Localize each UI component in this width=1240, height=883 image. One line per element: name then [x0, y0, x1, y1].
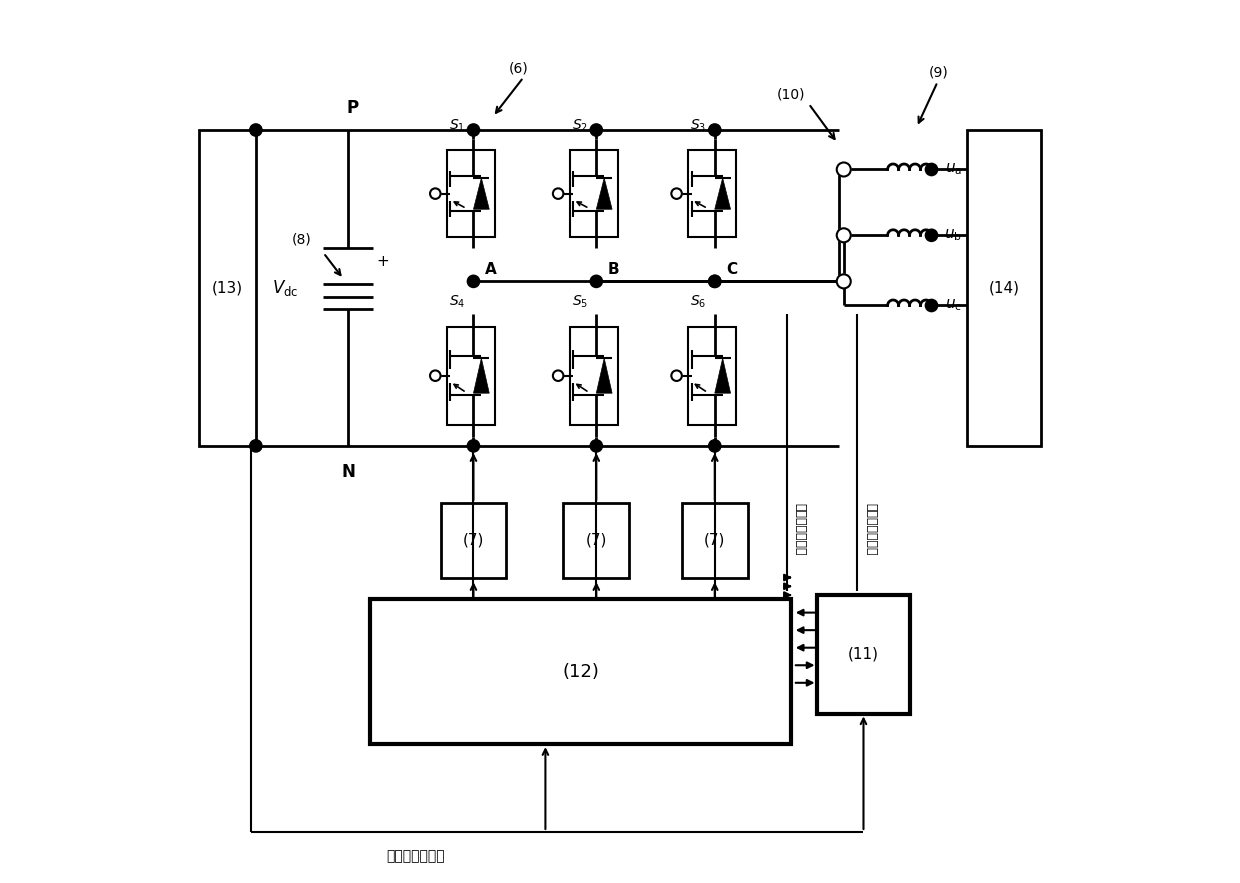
- Circle shape: [671, 188, 682, 199]
- Polygon shape: [474, 358, 490, 393]
- Circle shape: [708, 275, 720, 288]
- Polygon shape: [596, 358, 613, 393]
- Bar: [688, 150, 737, 238]
- Circle shape: [925, 230, 937, 241]
- Text: (9): (9): [929, 66, 949, 80]
- Text: $u_{\rm c}$: $u_{\rm c}$: [945, 298, 962, 313]
- Polygon shape: [596, 178, 613, 209]
- Circle shape: [925, 163, 937, 176]
- Circle shape: [837, 162, 851, 177]
- Circle shape: [925, 299, 937, 312]
- Circle shape: [708, 275, 720, 288]
- Circle shape: [708, 440, 720, 452]
- Text: $S_2$: $S_2$: [572, 118, 588, 134]
- Text: P: P: [346, 99, 358, 117]
- Circle shape: [837, 275, 851, 289]
- Circle shape: [837, 229, 851, 242]
- Bar: [198, 130, 255, 446]
- Text: (8): (8): [291, 233, 311, 246]
- Text: (10): (10): [776, 88, 805, 102]
- Polygon shape: [714, 178, 730, 209]
- Polygon shape: [714, 358, 730, 393]
- Text: (11): (11): [848, 646, 879, 661]
- Text: (13): (13): [212, 281, 243, 296]
- Circle shape: [249, 440, 262, 452]
- Circle shape: [553, 371, 563, 381]
- Circle shape: [590, 275, 603, 288]
- Circle shape: [430, 188, 440, 199]
- Text: A: A: [485, 262, 497, 277]
- Circle shape: [430, 371, 440, 381]
- Circle shape: [671, 371, 682, 381]
- Text: $V_{\rm dc}$: $V_{\rm dc}$: [272, 278, 298, 298]
- Bar: [688, 327, 737, 425]
- Circle shape: [467, 124, 480, 136]
- Text: $u_{\rm b}$: $u_{\rm b}$: [945, 228, 962, 243]
- Text: C: C: [727, 262, 738, 277]
- Bar: [569, 150, 618, 238]
- Text: (14): (14): [988, 281, 1019, 296]
- Bar: [817, 595, 910, 713]
- Bar: [682, 503, 748, 577]
- Bar: [440, 503, 506, 577]
- Circle shape: [590, 440, 603, 452]
- Text: (7): (7): [704, 532, 725, 547]
- Text: B: B: [608, 262, 619, 277]
- Text: $S_6$: $S_6$: [691, 293, 707, 310]
- Text: 交流电压采样线: 交流电压采样线: [864, 503, 877, 555]
- Bar: [446, 150, 495, 238]
- Text: N: N: [341, 464, 355, 481]
- Text: $u_{\rm a}$: $u_{\rm a}$: [945, 162, 962, 177]
- Text: (6): (6): [510, 62, 529, 76]
- Polygon shape: [474, 178, 490, 209]
- Circle shape: [249, 124, 262, 136]
- Circle shape: [467, 275, 480, 288]
- Bar: [563, 503, 629, 577]
- Circle shape: [467, 440, 480, 452]
- Text: (7): (7): [463, 532, 484, 547]
- Text: $S_4$: $S_4$: [449, 293, 465, 310]
- Bar: [446, 327, 495, 425]
- Bar: [569, 327, 618, 425]
- Text: +: +: [376, 254, 389, 269]
- Text: 直流电压采样线: 直流电压采样线: [387, 849, 445, 864]
- Bar: [967, 130, 1042, 446]
- Text: $S_3$: $S_3$: [691, 118, 707, 134]
- Text: 交流电流采样线: 交流电流采样线: [794, 503, 807, 555]
- Text: $S_5$: $S_5$: [572, 293, 588, 310]
- Circle shape: [553, 188, 563, 199]
- Text: (7): (7): [585, 532, 608, 547]
- Bar: [370, 600, 791, 744]
- Text: (12): (12): [562, 663, 599, 681]
- Circle shape: [590, 124, 603, 136]
- Circle shape: [708, 124, 720, 136]
- Text: $S_1$: $S_1$: [449, 118, 465, 134]
